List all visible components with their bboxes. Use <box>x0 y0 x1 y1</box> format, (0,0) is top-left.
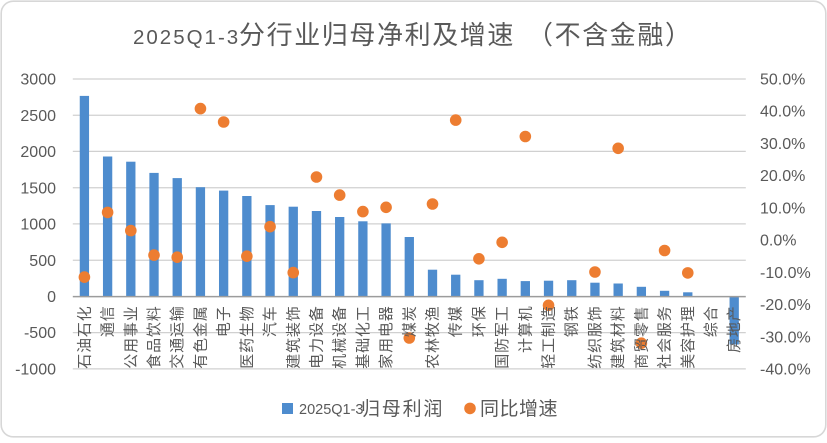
svg-text:综合: 综合 <box>703 306 720 338</box>
svg-text:40.0%: 40.0% <box>760 104 805 121</box>
svg-text:-1000: -1000 <box>15 362 56 379</box>
svg-text:石油石化: 石油石化 <box>76 306 93 369</box>
svg-text:0.0%: 0.0% <box>760 233 796 250</box>
svg-text:2025Q1-3: 2025Q1-3 <box>133 26 240 49</box>
svg-text:同比增速: 同比增速 <box>480 398 558 420</box>
svg-text:环保: 环保 <box>471 306 488 338</box>
svg-text:2500: 2500 <box>20 108 56 125</box>
svg-text:钢铁: 钢铁 <box>564 306 581 338</box>
svg-text:1000: 1000 <box>20 217 56 234</box>
svg-text:传媒: 传媒 <box>448 306 465 338</box>
svg-text:商贸零售: 商贸零售 <box>633 306 650 369</box>
svg-text:分行业归母净利及增速: 分行业归母净利及增速 <box>239 20 515 50</box>
svg-text:煤炭: 煤炭 <box>401 306 418 338</box>
svg-text:-500: -500 <box>24 325 56 342</box>
svg-text:建筑装饰: 建筑装饰 <box>285 306 302 369</box>
svg-text:-20.0%: -20.0% <box>760 297 811 314</box>
svg-text:计算机: 计算机 <box>516 306 534 353</box>
svg-text:20.0%: 20.0% <box>760 168 805 185</box>
svg-text:交通运输: 交通运输 <box>168 306 186 369</box>
svg-text:机械设备: 机械设备 <box>332 306 349 369</box>
svg-text:农林牧渔: 农林牧渔 <box>425 306 442 369</box>
svg-text:10.0%: 10.0% <box>760 200 805 217</box>
svg-text:纺织服饰: 纺织服饰 <box>587 306 604 369</box>
svg-text:通信: 通信 <box>100 306 117 338</box>
svg-text:公用事业: 公用事业 <box>123 306 140 369</box>
svg-text:-40.0%: -40.0% <box>760 362 811 379</box>
svg-text:500: 500 <box>29 253 56 270</box>
svg-text:0: 0 <box>47 289 56 306</box>
svg-text:家用电器: 家用电器 <box>378 306 395 369</box>
svg-text:1500: 1500 <box>20 180 56 197</box>
svg-text:50.0%: 50.0% <box>760 72 805 89</box>
svg-text:电力设备: 电力设备 <box>309 306 326 369</box>
svg-text:医药生物: 医药生物 <box>239 306 256 369</box>
svg-text:汽车: 汽车 <box>262 306 279 338</box>
svg-text:美容护理: 美容护理 <box>680 306 697 369</box>
svg-text:归母利润: 归母利润 <box>361 398 444 420</box>
svg-text:30.0%: 30.0% <box>760 136 805 153</box>
svg-text:房地产: 房地产 <box>726 306 743 353</box>
svg-text:国防军工: 国防军工 <box>494 306 511 369</box>
svg-text:电子: 电子 <box>216 306 233 338</box>
svg-text:基础化工: 基础化工 <box>355 306 372 369</box>
svg-text:-10.0%: -10.0% <box>760 265 811 282</box>
svg-text:有色金属: 有色金属 <box>192 306 209 369</box>
svg-text:（不含金融）: （不含金融） <box>527 20 693 50</box>
svg-text:2025Q1-3: 2025Q1-3 <box>299 402 364 418</box>
svg-text:建筑材料: 建筑材料 <box>610 306 627 369</box>
svg-text:轻工制造: 轻工制造 <box>541 306 558 369</box>
svg-text:3000: 3000 <box>20 72 56 89</box>
svg-text:-30.0%: -30.0% <box>760 329 811 346</box>
svg-text:食品饮料: 食品饮料 <box>146 306 163 369</box>
svg-text:社会服务: 社会服务 <box>657 306 674 369</box>
svg-text:2000: 2000 <box>20 144 56 161</box>
